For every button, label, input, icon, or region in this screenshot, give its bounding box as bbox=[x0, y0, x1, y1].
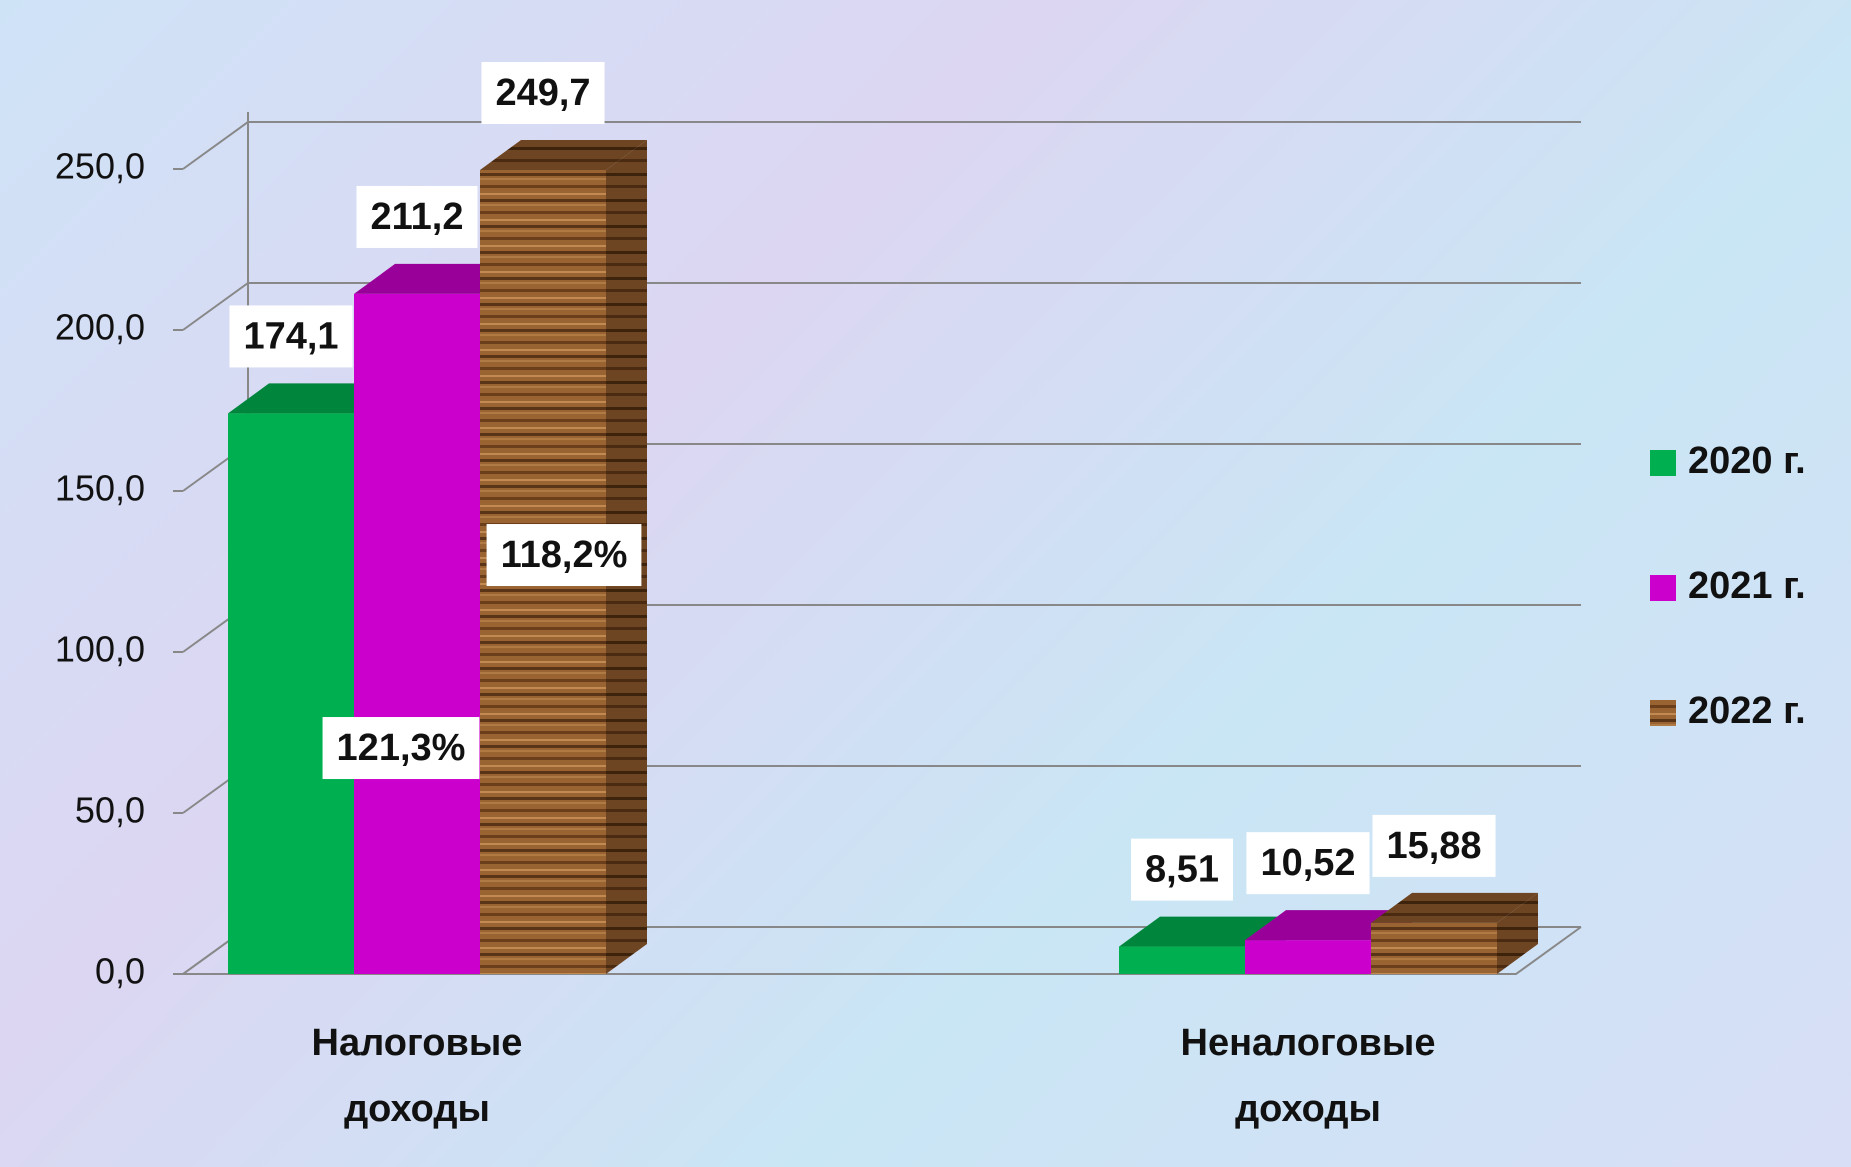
bar-top bbox=[228, 383, 395, 414]
data-label: 211,2 bbox=[356, 185, 478, 248]
label-text: 10,52 bbox=[1260, 842, 1355, 884]
label-text: 118,2% bbox=[501, 534, 628, 576]
x-tick-label: Налоговые доходы bbox=[311, 1022, 523, 1130]
label-text: 174,1 bbox=[243, 315, 338, 357]
data-label: 118,2% bbox=[486, 524, 642, 587]
label-box bbox=[322, 717, 480, 780]
bar-top bbox=[1371, 892, 1538, 923]
bar-top bbox=[480, 139, 647, 170]
label-text: 8,51 bbox=[1145, 849, 1219, 891]
grid-line bbox=[182, 121, 1581, 170]
x-tick-label: Неналоговые доходы bbox=[1180, 1022, 1436, 1130]
label-text: 211,2 bbox=[371, 196, 464, 238]
label-text: 249,7 bbox=[495, 72, 590, 114]
legend-label: 2020 г. bbox=[1688, 440, 1806, 482]
bar bbox=[354, 293, 480, 974]
label-box bbox=[486, 524, 642, 587]
y-tick-label: 100,0 bbox=[55, 629, 145, 670]
data-label: 8,51 bbox=[1131, 838, 1233, 901]
bar bbox=[1119, 946, 1245, 974]
legend-swatch bbox=[1650, 450, 1676, 476]
data-label: 174,1 bbox=[229, 305, 353, 368]
bar-side bbox=[1497, 892, 1538, 974]
label-box bbox=[1246, 832, 1370, 895]
y-tick-label: 200,0 bbox=[55, 307, 145, 348]
label-text: 121,3% bbox=[337, 727, 466, 769]
legend-swatch bbox=[1650, 700, 1676, 726]
y-tick-label: 50,0 bbox=[75, 790, 145, 831]
bar-top bbox=[1245, 910, 1412, 941]
grid-line bbox=[182, 282, 1581, 331]
label-box bbox=[356, 185, 478, 248]
y-tick-label: 150,0 bbox=[55, 468, 145, 509]
data-label: 15,88 bbox=[1372, 814, 1496, 877]
bar-top bbox=[1119, 916, 1286, 947]
label-box bbox=[481, 61, 605, 124]
label-box bbox=[1131, 838, 1233, 901]
legend-label: 2022 г. bbox=[1688, 690, 1806, 732]
legend-label: 2021 г. bbox=[1688, 565, 1806, 607]
label-box bbox=[1372, 814, 1496, 877]
label-box bbox=[229, 305, 353, 368]
data-label: 249,7 bbox=[481, 61, 605, 124]
bar bbox=[1245, 940, 1371, 974]
data-label: 121,3% bbox=[322, 717, 480, 780]
legend-swatch bbox=[1650, 575, 1676, 601]
data-label: 10,52 bbox=[1246, 832, 1370, 895]
bar-top bbox=[354, 263, 521, 294]
y-tick-label: 0,0 bbox=[95, 951, 145, 992]
bar bbox=[228, 413, 354, 974]
label-text: 15,88 bbox=[1386, 825, 1481, 867]
y-tick-label: 250,0 bbox=[55, 146, 145, 187]
bar bbox=[1371, 922, 1497, 974]
